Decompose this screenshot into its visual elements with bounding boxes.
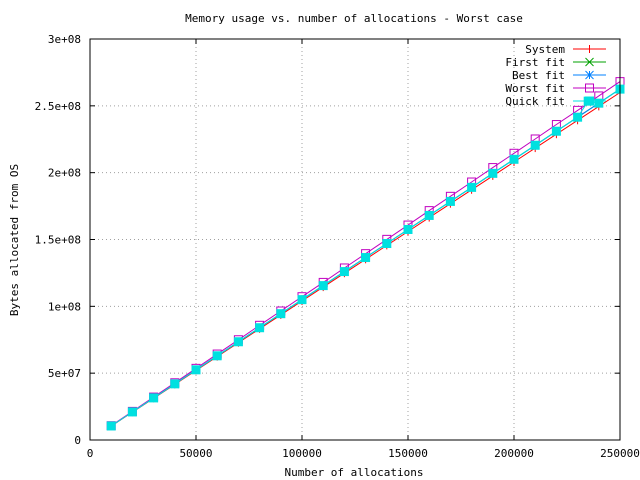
legend-marker-stroke [585, 70, 594, 80]
data-point-quick-fit [573, 112, 583, 122]
data-point-quick-fit [233, 337, 243, 347]
legend-entry-worst-fit: Worst fit [505, 82, 606, 95]
y-tick-label: 1.5e+08 [35, 234, 81, 247]
data-point-quick-fit-box [339, 267, 349, 277]
y-tick-label: 1e+08 [48, 300, 81, 313]
data-point-quick-fit-box [297, 295, 307, 305]
y-tick-label: 2.5e+08 [35, 100, 81, 113]
data-point-quick-fit-box [170, 379, 180, 389]
data-point-quick-fit-box [530, 140, 540, 150]
legend-marker [585, 45, 594, 53]
x-tick-label: 250000 [600, 447, 640, 460]
legend-label: Worst fit [505, 82, 565, 95]
chart-title: Memory usage vs. number of allocations -… [185, 12, 523, 25]
data-point-quick-fit [382, 239, 392, 249]
x-axis-label: Number of allocations [284, 466, 423, 479]
legend-label: Best fit [512, 69, 565, 82]
data-point-quick-fit [212, 351, 222, 361]
data-point-quick-fit [127, 407, 137, 417]
x-tick-label: 50000 [179, 447, 212, 460]
data-point-quick-fit [191, 365, 201, 375]
data-point-quick-fit-box [212, 351, 222, 361]
x-tick-label: 100000 [282, 447, 322, 460]
y-axis-label: Bytes allocated from OS [8, 164, 21, 316]
legend-entry-system: System [525, 43, 606, 56]
data-point-quick-fit-box [255, 323, 265, 333]
data-point-quick-fit [467, 182, 477, 192]
data-point-quick-fit-box [127, 407, 137, 417]
data-point-quick-fit-box [467, 182, 477, 192]
legend-marker [585, 70, 594, 80]
data-point-quick-fit [318, 281, 328, 291]
data-point-quick-fit-box [106, 421, 116, 431]
legend-marker [585, 83, 594, 93]
data-point-quick-fit [594, 98, 604, 108]
data-point-quick-fit [509, 154, 519, 164]
data-point-quick-fit-box [551, 126, 561, 136]
y-tick-label: 3e+08 [48, 33, 81, 46]
data-point-quick-fit [170, 379, 180, 389]
data-point-quick-fit [424, 210, 434, 220]
data-point-quick-fit-box [573, 112, 583, 122]
data-point-quick-fit-box [318, 281, 328, 291]
data-point-quick-fit [361, 253, 371, 263]
legend-marker-stroke [585, 57, 594, 67]
legend-marker-box [585, 96, 594, 106]
data-point-quick-fit-box [233, 337, 243, 347]
legend-marker-box [585, 83, 594, 93]
data-point-quick-fit-box [382, 239, 392, 249]
axis-ticks: 0 50000 100000 150000 200000 250000 0 5e+07 1e+0… [35, 33, 640, 460]
data-point-quick-fit-box [149, 393, 159, 403]
data-point-quick-fit-box [276, 309, 286, 319]
data-point-quick-fit [106, 421, 116, 431]
data-point-quick-fit [530, 140, 540, 150]
data-point-quick-fit-box [403, 224, 413, 234]
y-tick-label: 0 [74, 434, 81, 447]
data-point-quick-fit-box [488, 168, 498, 178]
data-point-quick-fit-box [361, 253, 371, 263]
x-tick-label: 0 [87, 447, 94, 460]
data-point-quick-fit [403, 224, 413, 234]
data-point-quick-fit [276, 309, 286, 319]
legend-entry-best-fit: Best fit [512, 69, 606, 82]
data-point-quick-fit [297, 295, 307, 305]
data-point-quick-fit [488, 168, 498, 178]
data-point-quick-fit [149, 393, 159, 403]
data-point-quick-fit-box [594, 98, 604, 108]
legend-label: First fit [505, 56, 565, 69]
legend-entry-first-fit: First fit [505, 56, 606, 69]
legend-marker [585, 57, 594, 67]
data-point-quick-fit-box [509, 154, 519, 164]
legend-marker [585, 96, 594, 106]
legend-label: System [525, 43, 565, 56]
data-point-quick-fit-box [445, 196, 455, 206]
data-point-quick-fit-box [424, 210, 434, 220]
data-point-quick-fit-box [191, 365, 201, 375]
legend-entry-quick-fit: Quick fit [505, 95, 606, 108]
legend-label: Quick fit [505, 95, 565, 108]
series-lines [106, 77, 625, 431]
data-point-quick-fit [551, 126, 561, 136]
data-point-quick-fit [339, 267, 349, 277]
data-point-quick-fit [255, 323, 265, 333]
y-tick-label: 2e+08 [48, 167, 81, 180]
x-tick-label: 150000 [388, 447, 428, 460]
x-tick-label: 200000 [494, 447, 534, 460]
data-point-quick-fit [445, 196, 455, 206]
y-tick-label: 5e+07 [48, 367, 81, 380]
grid-lines [90, 39, 620, 440]
